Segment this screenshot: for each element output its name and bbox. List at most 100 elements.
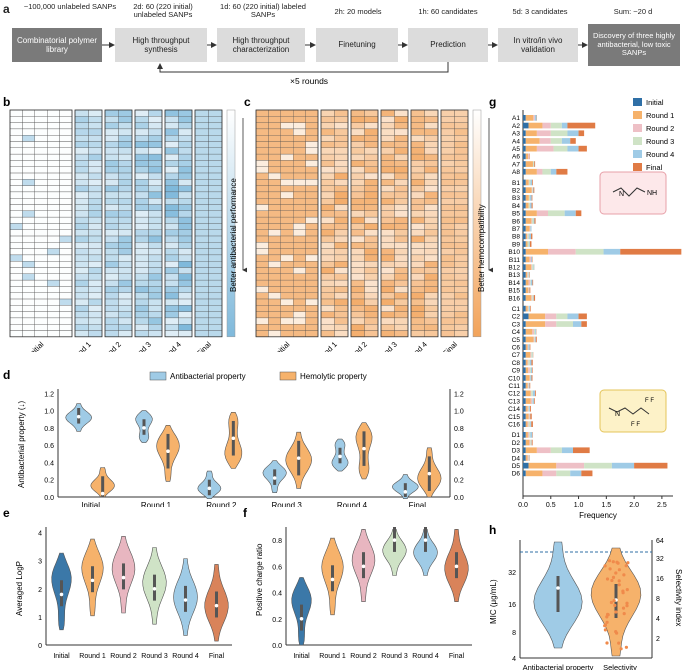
step-box-5: Prediction (408, 28, 488, 62)
g-bar-B11 (531, 256, 533, 263)
heat-cell (268, 109, 281, 117)
heat-cell (104, 204, 119, 211)
g-legend-label: Initial (646, 98, 664, 107)
heat-cell (178, 311, 193, 319)
heat-cell (380, 305, 395, 312)
heat-cell (59, 298, 73, 306)
heat-cell (410, 166, 425, 174)
heat-cell (410, 109, 425, 117)
heat-cell (454, 298, 469, 306)
g-structure-fn: N (615, 411, 620, 418)
heat-cell (454, 141, 469, 148)
h-point (605, 620, 609, 624)
heat-cell (380, 248, 395, 256)
g-bar-B1 (532, 179, 533, 186)
heat-cell (164, 216, 179, 224)
heat-round-label: Round 4 (156, 340, 182, 352)
g-bar-A2 (561, 122, 568, 129)
heat-cell (334, 235, 349, 243)
heat-cell (280, 116, 294, 123)
g-bar-C5 (535, 336, 537, 343)
heatmap-c-label: Better hemocompatibility (477, 204, 486, 292)
heat-cell (268, 122, 281, 130)
d-violin-anti-median (403, 490, 408, 494)
g-legend-label: Round 1 (646, 111, 674, 120)
h-point (616, 561, 620, 565)
g-bar-B7 (530, 225, 532, 232)
heat-cell (320, 242, 335, 249)
pf-tick: 0.2 (272, 617, 282, 624)
heat-cell (305, 172, 319, 180)
pf-violin-median (423, 538, 428, 542)
g-row-label: A1 (512, 115, 520, 122)
g-bar-A2 (542, 122, 551, 129)
heat-cell (255, 298, 269, 306)
heat-cell (34, 286, 48, 293)
heat-round-label: Round 1 (312, 340, 338, 352)
heat-cell (255, 317, 269, 325)
g-bar-D4 (527, 455, 529, 461)
heat-cell (59, 153, 73, 161)
heat-cell (320, 330, 335, 337)
heat-cell (34, 254, 48, 262)
step-top-3: 1d: 60 (220 initial) labeled SANPs (220, 2, 306, 20)
g-bar-C13 (532, 398, 534, 404)
heat-cell (164, 172, 179, 180)
heat-cell (104, 286, 119, 293)
heat-cell (440, 122, 455, 130)
heat-cell (118, 122, 133, 130)
heat-cell (320, 311, 335, 319)
heat-cell (440, 298, 455, 306)
heat-cell (293, 254, 306, 262)
heat-cell (350, 286, 365, 293)
heat-cell (410, 311, 425, 319)
g-bar-C5 (534, 336, 535, 343)
g-bar-D1 (527, 432, 530, 438)
heat-cell (47, 198, 60, 205)
heat-cell (88, 254, 103, 262)
g-bar-A8 (525, 168, 537, 175)
heat-cell (280, 279, 294, 287)
heat-cell (34, 198, 48, 205)
heat-cell (118, 216, 133, 224)
g-bar-C16 (523, 421, 526, 427)
g-bar-D2 (530, 439, 532, 446)
g-bar-C3 (556, 321, 573, 327)
heat-cell (194, 128, 209, 136)
heat-cell (47, 109, 60, 117)
heat-cell (104, 198, 119, 205)
heat-cell (208, 305, 223, 312)
heat-cell (164, 298, 179, 306)
heat-cell (88, 122, 103, 130)
heat-cell (424, 153, 439, 161)
heat-cell (134, 116, 149, 123)
heat-cell (9, 235, 23, 243)
heat-cell (410, 198, 425, 205)
g-bar-B13 (527, 272, 528, 278)
heat-cell (59, 185, 73, 193)
heat-cell (410, 135, 425, 142)
heat-cell (22, 292, 35, 300)
heat-cell (440, 204, 455, 211)
heat-cell (9, 122, 23, 130)
heat-cell (364, 179, 379, 186)
heat-cell (364, 311, 379, 319)
heat-cell (280, 324, 294, 331)
heat-cell (134, 235, 149, 243)
pe-violin-median (214, 603, 219, 608)
heat-cell (268, 317, 281, 325)
d-category: Round 1 (141, 501, 172, 507)
heat-cell (47, 317, 60, 325)
g-bar-B3 (531, 195, 533, 201)
g-structure-fluoro-bonds (608, 407, 650, 415)
heat-cell (178, 128, 193, 136)
heat-cell (305, 261, 319, 268)
pf-category: Round 4 (412, 653, 439, 660)
heat-cell (364, 298, 379, 306)
g-row-label: C6 (512, 345, 521, 352)
heat-cell (364, 273, 379, 281)
heat-cell (164, 279, 179, 287)
heat-cell (104, 210, 119, 218)
heat-cell (34, 267, 48, 274)
heat-cell (334, 172, 349, 180)
